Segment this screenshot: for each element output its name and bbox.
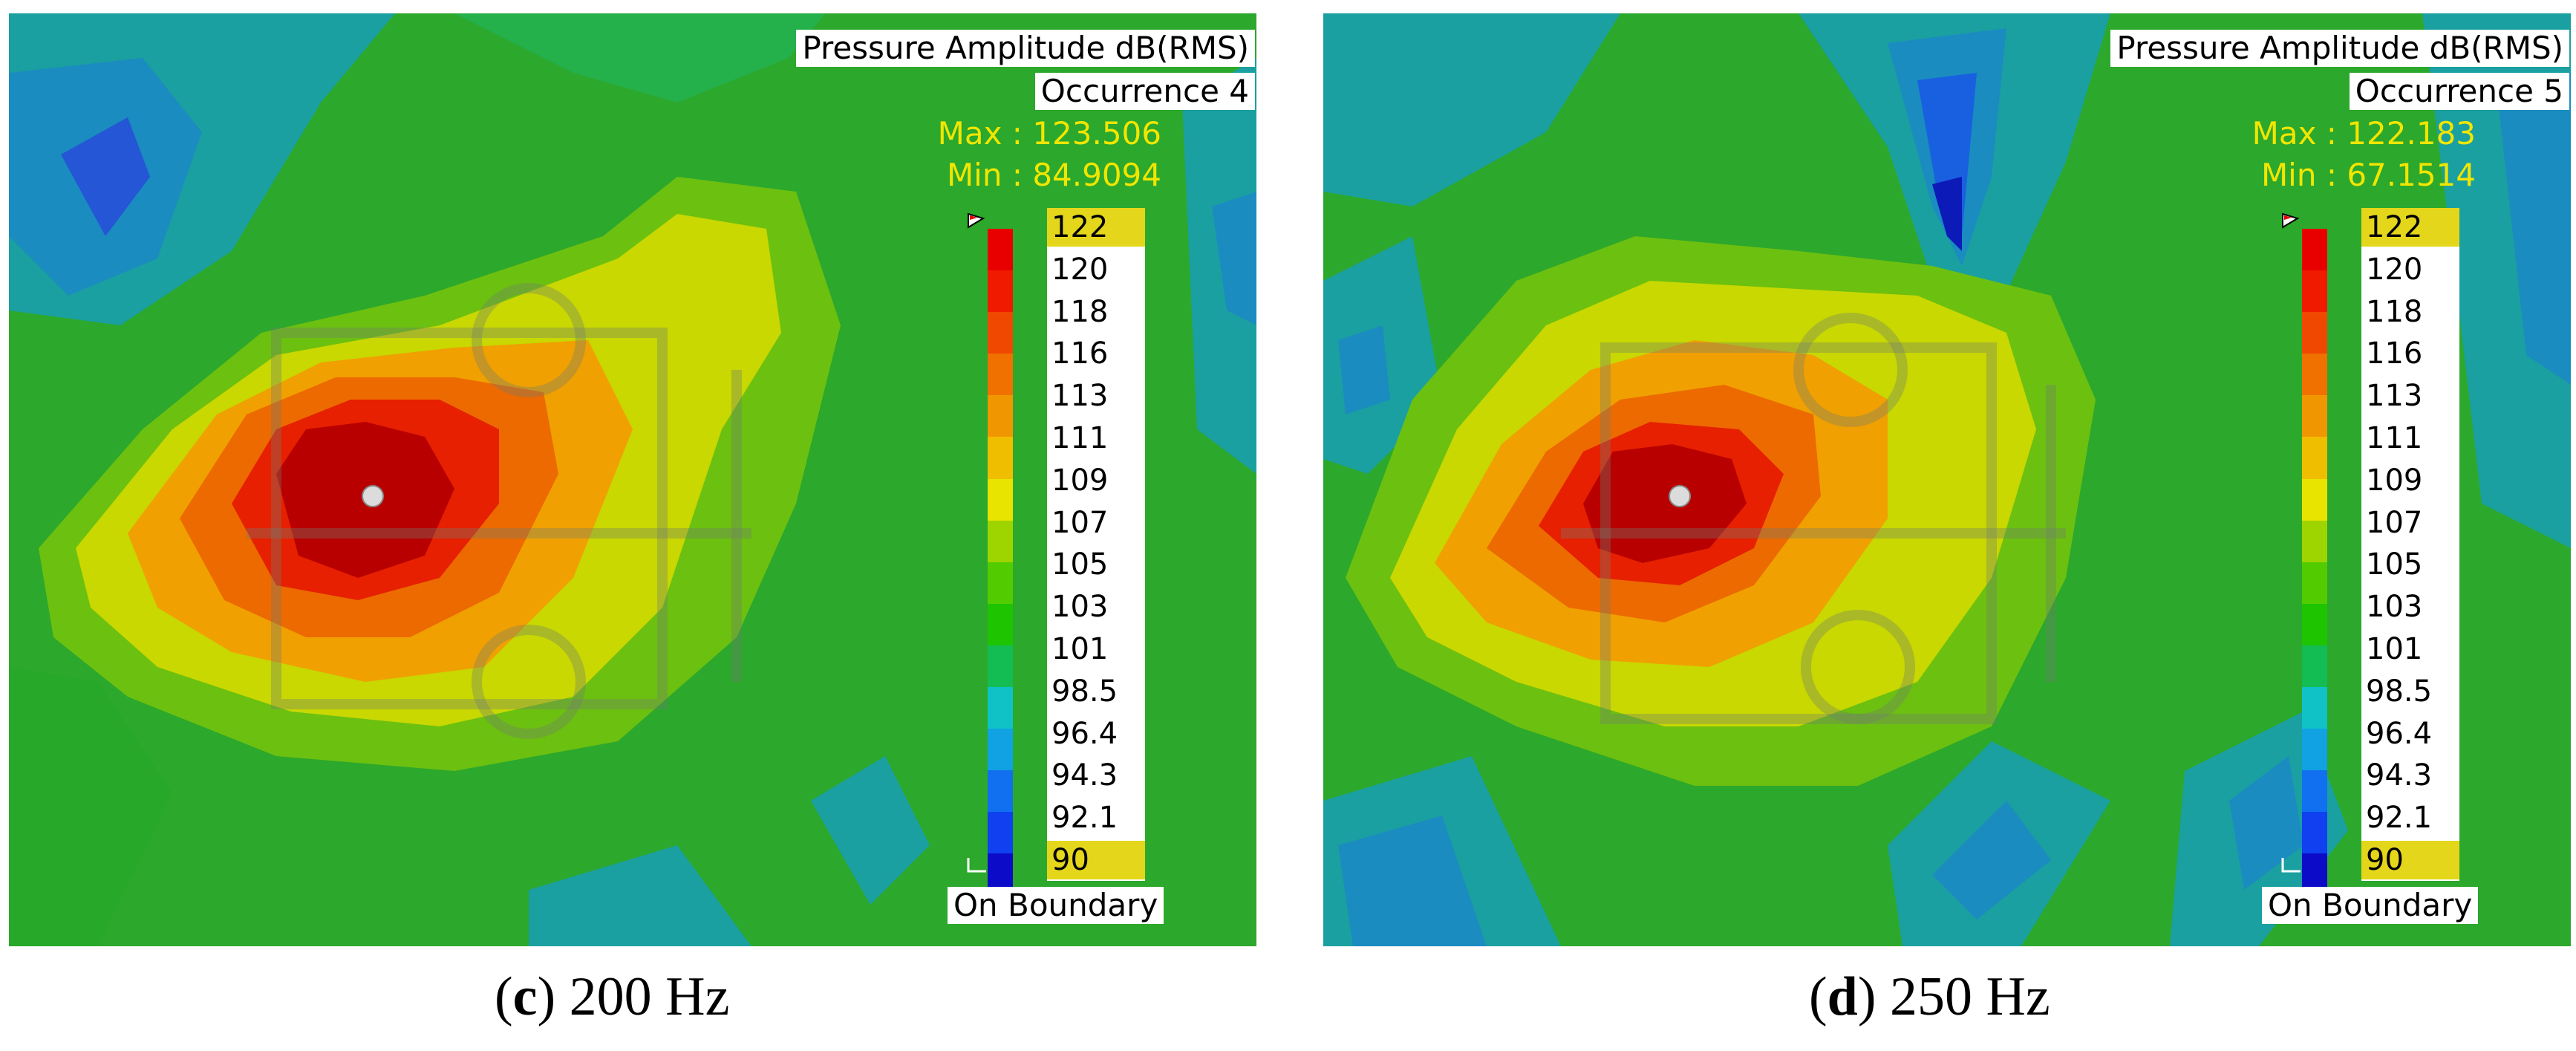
legend-boundary: On Boundary — [948, 887, 1164, 924]
colorbar-tick-label: 92.1 — [1051, 801, 1118, 836]
caption-d: (d) 250 Hz — [1809, 966, 2050, 1027]
colorbar-tick-labels: 122 120 118 116 113 111 109 107 105 103 101 98.5 96.… — [1047, 208, 1145, 881]
colorbar-segment — [2302, 729, 2327, 771]
caption-c: (c) 200 Hz — [495, 966, 730, 1027]
legend-occurrence: Occurrence 4 — [1034, 73, 1255, 110]
colorbar-tick-label: 92.1 — [2366, 801, 2433, 836]
legend-min: Min : 67.1514 — [2260, 157, 2476, 193]
colorbar-tick-label: 122 — [1047, 208, 1145, 247]
caption-text: 200 Hz — [555, 966, 730, 1027]
colorbar-tick-label: 90 — [2361, 841, 2459, 879]
colorbar-segment — [988, 770, 1013, 813]
colorbar-tick-label: 111 — [2366, 421, 2423, 455]
caption-letter: d — [1827, 966, 1858, 1027]
colorbar-tick-label: 101 — [1051, 632, 1109, 666]
colorbar-tick-label: 103 — [1051, 590, 1109, 625]
colorbar-tick-label: 105 — [2366, 547, 2423, 582]
colorbar-segment — [2302, 770, 2327, 813]
caption-text: 250 Hz — [1876, 966, 2050, 1027]
colorbar-tick-label: 113 — [1051, 379, 1109, 414]
colorbar-tick-label: 96.4 — [2366, 716, 2433, 751]
colorbar-segment — [2302, 478, 2327, 521]
legend-title: Pressure Amplitude dB(RMS) — [2110, 30, 2569, 67]
colorbar-tick-labels: 122 120 118 116 113 111 109 107 105 103 101 98.5 96.… — [2361, 208, 2459, 881]
colorbar-tick-label: 107 — [1051, 505, 1109, 540]
colorbar-segment — [988, 478, 1013, 521]
colorbar-tick-label: 94.3 — [1051, 758, 1118, 793]
colorbar-tick-label: 118 — [2366, 294, 2423, 329]
colorbar-segment — [988, 603, 1013, 645]
colorbar-segment — [2302, 562, 2327, 604]
colorbar-tick-label: 109 — [1051, 463, 1109, 498]
colorbar-segment — [2302, 520, 2327, 562]
legend-max: Max : 122.183 — [2251, 115, 2476, 152]
colorbar-tick-label: 116 — [1051, 336, 1109, 371]
colorbar-segment — [988, 812, 1013, 854]
colorbar-segment — [988, 687, 1013, 729]
colorbar-segment — [2302, 229, 2327, 271]
caption-letter: c — [512, 966, 538, 1027]
colorbar-top-marker — [968, 212, 985, 229]
pressure-contour-field — [9, 13, 1256, 946]
colorbar-tick-label: 116 — [2366, 336, 2423, 371]
colorbar-tick-label: 107 — [2366, 505, 2423, 540]
colorbar-tick-label: 94.3 — [2366, 758, 2433, 793]
colorbar-segment — [2302, 395, 2327, 437]
colorbar — [988, 229, 1013, 896]
colorbar-segment — [988, 729, 1013, 771]
colorbar-tick-label: 120 — [1051, 252, 1109, 287]
colorbar-tick-label: 118 — [1051, 294, 1109, 329]
colorbar-tick-label: 101 — [2366, 632, 2423, 666]
colorbar-segment — [2302, 603, 2327, 645]
colorbar-segment — [988, 270, 1013, 313]
colorbar-bottom-marker — [967, 858, 986, 873]
colorbar-tick-label: 120 — [2366, 252, 2423, 287]
legend-boundary: On Boundary — [2262, 887, 2479, 924]
contour-panel-200hz: Pressure Amplitude dB(RMS) Occurrence 4 … — [9, 13, 1256, 946]
colorbar-segment — [988, 229, 1013, 271]
legend-occurrence: Occurrence 5 — [2349, 73, 2569, 110]
colorbar-tick-label: 90 — [1047, 841, 1145, 879]
colorbar — [2302, 229, 2327, 896]
colorbar-tick-label: 96.4 — [1051, 716, 1118, 751]
colorbar-segment — [988, 395, 1013, 437]
colorbar-tick-label: 98.5 — [1051, 674, 1118, 709]
colorbar-segment — [2302, 812, 2327, 854]
colorbar-segment — [2302, 645, 2327, 688]
colorbar-tick-label: 122 — [2361, 208, 2459, 247]
colorbar-segment — [988, 645, 1013, 688]
colorbar-segment — [988, 354, 1013, 396]
legend-max: Max : 123.506 — [937, 115, 1161, 152]
colorbar-tick-label: 109 — [2366, 463, 2423, 498]
colorbar-segment — [2302, 437, 2327, 479]
legend-min: Min : 84.9094 — [946, 157, 1161, 193]
colorbar-segment — [988, 437, 1013, 479]
contour-panel-250hz: Pressure Amplitude dB(RMS) Occurrence 5 … — [1323, 13, 2571, 946]
colorbar-tick-label: 105 — [1051, 547, 1109, 582]
colorbar-segment — [2302, 354, 2327, 396]
colorbar-segment — [2302, 687, 2327, 729]
colorbar-top-marker — [2282, 212, 2300, 229]
colorbar-tick-label: 111 — [1051, 421, 1109, 455]
colorbar-tick-label: 113 — [2366, 379, 2423, 414]
colorbar-segment — [2302, 312, 2327, 354]
colorbar-segment — [2302, 270, 2327, 313]
pressure-contour-field — [1323, 13, 2571, 946]
colorbar-segment — [988, 520, 1013, 562]
colorbar-tick-label: 98.5 — [2366, 674, 2433, 709]
legend-title: Pressure Amplitude dB(RMS) — [796, 30, 1255, 67]
colorbar-bottom-marker — [2281, 858, 2301, 873]
colorbar-tick-label: 103 — [2366, 590, 2423, 625]
colorbar-segment — [988, 312, 1013, 354]
colorbar-segment — [988, 562, 1013, 604]
